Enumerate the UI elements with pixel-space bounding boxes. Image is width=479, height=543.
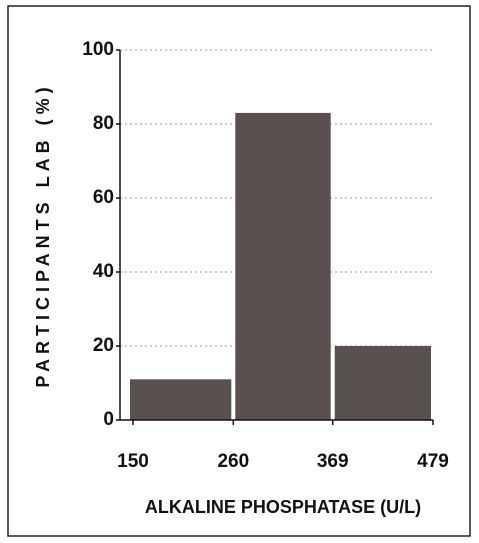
y-tick-label: 80 — [93, 113, 114, 134]
x-axis-title: ALKALINE PHOSPHATASE (U/L) — [145, 497, 421, 517]
x-tick-label: 260 — [217, 451, 249, 472]
y-tick-label: 60 — [93, 187, 114, 208]
x-tick-label: 369 — [317, 451, 349, 472]
y-tick-label: 40 — [93, 261, 114, 282]
x-tick-label: 479 — [417, 451, 449, 472]
y-axis-title: PARTICIPANTS LAB (%) — [33, 82, 53, 387]
y-tick-label: 20 — [93, 335, 114, 356]
x-tick-label: 150 — [117, 451, 149, 472]
y-tick-label: 100 — [82, 39, 114, 60]
bar — [130, 379, 232, 420]
bar — [235, 112, 331, 421]
bar — [334, 346, 431, 420]
y-tick-label: 0 — [103, 409, 114, 430]
